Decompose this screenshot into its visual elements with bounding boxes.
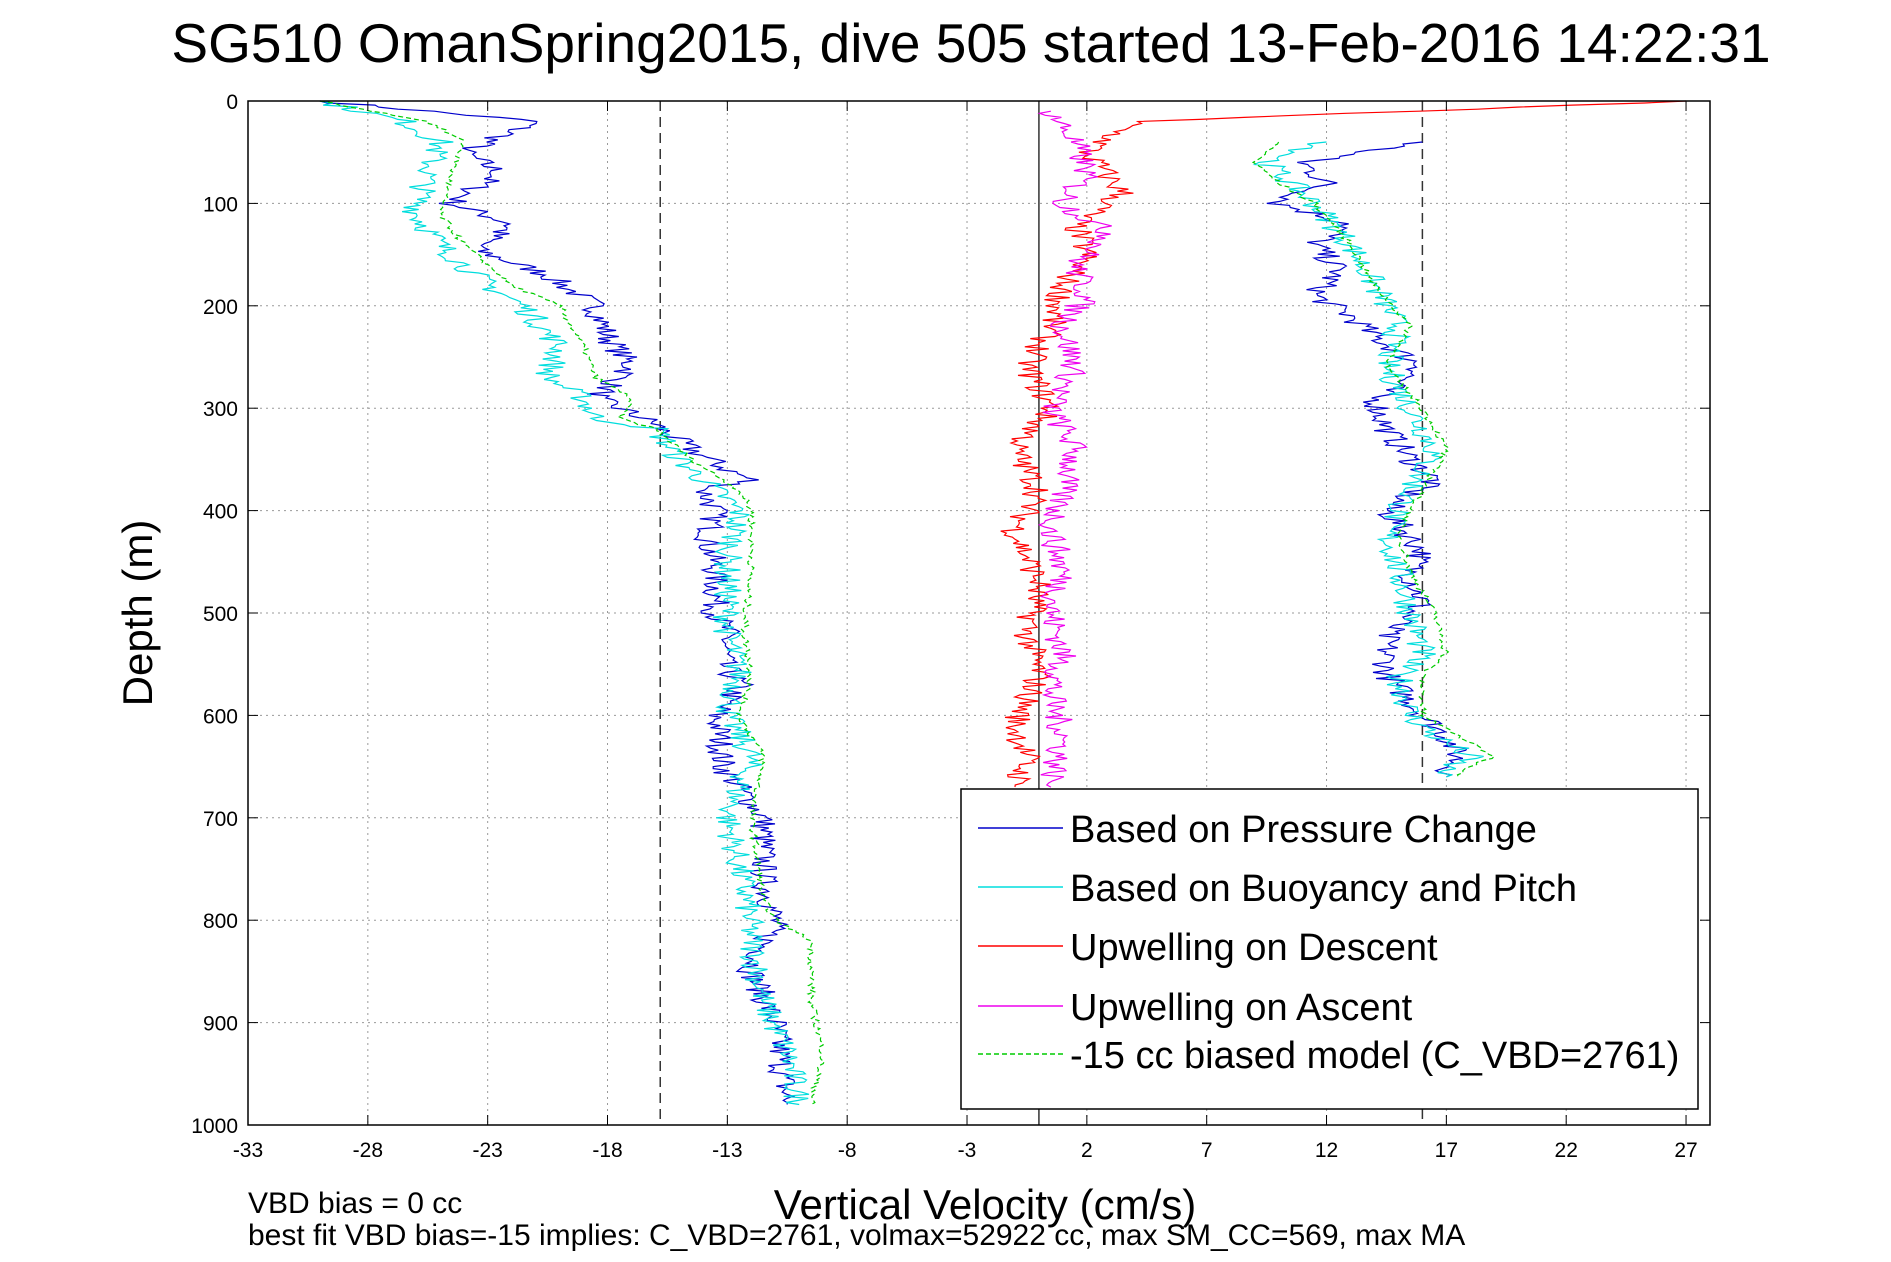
- legend-label: Upwelling on Descent: [1070, 927, 1438, 969]
- y-axis-ticks: 0 100 200 300 400 500 600 700 800 900 1000: [191, 91, 1710, 1138]
- y-tick-label: 1000: [191, 1115, 238, 1138]
- chart-title: SG510 OmanSpring2015, dive 505 started 1…: [171, 12, 1770, 74]
- series-line-2: [1000, 100, 1687, 788]
- y-tick-label: 900: [203, 1013, 238, 1036]
- series-line-0: [319, 100, 796, 1105]
- legend-label: Upwelling on Ascent: [1070, 987, 1413, 1029]
- legend-label: Based on Pressure Change: [1070, 809, 1537, 851]
- y-tick-label: 800: [203, 910, 238, 933]
- x-tick-label: -33: [233, 1139, 263, 1162]
- legend: Based on Pressure Change Based on Buoyanc…: [960, 788, 1699, 1110]
- x-axis-label: Vertical Velocity (cm/s): [774, 1181, 1196, 1228]
- series-lines: [319, 100, 1687, 1106]
- x-tick-label: 12: [1315, 1139, 1338, 1162]
- legend-label: Based on Buoyancy and Pitch: [1070, 868, 1577, 910]
- x-axis-ticks: -33 -28 -23 -18 -13 -8 -3 2 7 12 17 22 27: [233, 101, 1698, 1162]
- x-tick-label: 22: [1555, 1139, 1578, 1162]
- best-fit-note: best fit VBD bias=-15 implies: C_VBD=276…: [248, 1219, 1465, 1252]
- x-tick-label: 7: [1201, 1139, 1213, 1162]
- series-line-0: [1266, 141, 1469, 778]
- series-line-4: [319, 100, 825, 1106]
- y-tick-label: 0: [226, 91, 238, 114]
- x-tick-label: -8: [838, 1139, 857, 1162]
- y-tick-label: 700: [203, 808, 238, 831]
- y-tick-label: 100: [203, 193, 238, 216]
- x-tick-label: 27: [1674, 1139, 1697, 1162]
- x-tick-label: -13: [712, 1139, 742, 1162]
- series-line-3: [1037, 110, 1112, 788]
- x-tick-label: -3: [958, 1139, 977, 1162]
- y-tick-label: 400: [203, 501, 238, 524]
- x-tick-label: -23: [472, 1139, 502, 1162]
- y-tick-label: 200: [203, 296, 238, 319]
- series-line-4: [1251, 141, 1496, 778]
- y-axis-label: Depth (m): [114, 520, 161, 707]
- x-tick-label: 2: [1081, 1139, 1093, 1162]
- series-line-1: [1252, 141, 1484, 778]
- legend-box: [960, 788, 1699, 1110]
- x-tick-label: 17: [1435, 1139, 1458, 1162]
- legend-label: -15 cc biased model (C_VBD=2761): [1070, 1035, 1679, 1077]
- x-tick-label: -18: [592, 1139, 622, 1162]
- vbd-bias-note: VBD bias = 0 cc: [248, 1187, 462, 1220]
- y-tick-label: 500: [203, 603, 238, 626]
- series-line-1: [319, 100, 810, 1106]
- y-tick-label: 600: [203, 705, 238, 728]
- y-tick-label: 300: [203, 398, 238, 421]
- x-tick-label: -28: [353, 1139, 383, 1162]
